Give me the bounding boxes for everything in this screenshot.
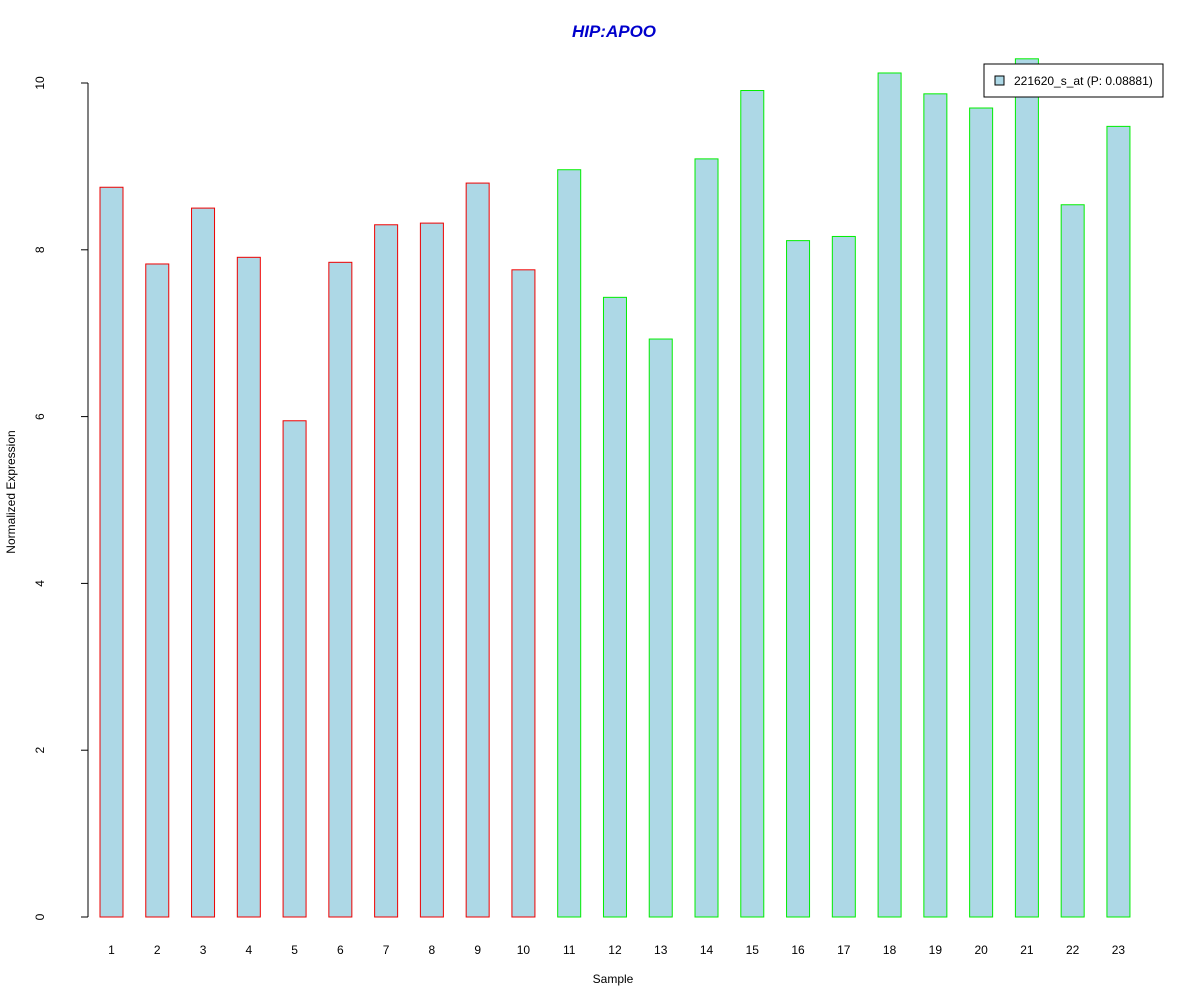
x-tick-label: 21 bbox=[1020, 943, 1034, 957]
x-tick-label: 16 bbox=[791, 943, 805, 957]
x-tick-label: 17 bbox=[837, 943, 851, 957]
x-tick-label: 10 bbox=[517, 943, 531, 957]
x-tick-label: 15 bbox=[746, 943, 760, 957]
bar-sample-17 bbox=[831, 235, 856, 918]
x-tick-label: 18 bbox=[883, 943, 897, 957]
x-tick-label: 11 bbox=[563, 943, 576, 957]
bar-sample-12 bbox=[602, 296, 627, 918]
x-tick-label: 19 bbox=[929, 943, 943, 957]
x-tick-label: 2 bbox=[154, 943, 161, 957]
bar-sample-3 bbox=[191, 207, 216, 918]
x-tick-label: 1 bbox=[108, 943, 115, 957]
x-tick-label: 9 bbox=[474, 943, 481, 957]
x-tick-label: 4 bbox=[245, 943, 252, 957]
x-tick-label: 6 bbox=[337, 943, 344, 957]
bar-sample-16 bbox=[786, 240, 811, 918]
bar-sample-18 bbox=[877, 72, 902, 918]
x-tick-label: 14 bbox=[700, 943, 714, 957]
legend: 221620_s_at (P: 0.08881) bbox=[983, 63, 1164, 98]
x-tick-label: 3 bbox=[200, 943, 207, 957]
x-tick-label: 8 bbox=[429, 943, 436, 957]
y-tick-label: 6 bbox=[33, 413, 47, 420]
x-axis: 1 2 3 4 5 6 7 8 9 10 11 12 13 14 15 16 17 18 19 20 21 22 23 bbox=[108, 943, 1125, 957]
bar-sample-9 bbox=[465, 182, 490, 918]
y-axis-label: Normalized Expression bbox=[4, 430, 18, 553]
y-tick-label: 2 bbox=[33, 747, 47, 754]
bar-sample-13 bbox=[648, 338, 673, 918]
legend-swatch bbox=[994, 75, 1005, 86]
bar-sample-1 bbox=[99, 186, 124, 918]
x-tick-label: 23 bbox=[1112, 943, 1126, 957]
y-tick-label: 10 bbox=[33, 76, 47, 90]
bar-sample-11 bbox=[557, 169, 582, 918]
x-tick-label: 5 bbox=[291, 943, 298, 957]
bar-sample-14 bbox=[694, 158, 719, 918]
x-tick-label: 7 bbox=[383, 943, 390, 957]
bar-sample-8 bbox=[419, 222, 444, 918]
bar-sample-20 bbox=[969, 107, 994, 918]
bar-sample-2 bbox=[145, 263, 170, 918]
x-tick-label: 20 bbox=[974, 943, 988, 957]
legend-label: 221620_s_at (P: 0.08881) bbox=[1014, 74, 1153, 88]
bar-sample-6 bbox=[328, 261, 353, 918]
bar-sample-10 bbox=[511, 269, 536, 918]
bar-sample-4 bbox=[236, 256, 261, 918]
y-tick-label: 0 bbox=[33, 913, 47, 920]
legend-box bbox=[983, 63, 1164, 98]
y-tick-label: 4 bbox=[33, 580, 47, 587]
bar-sample-21 bbox=[1014, 58, 1039, 918]
bar-sample-15 bbox=[740, 90, 765, 918]
bar-sample-19 bbox=[923, 93, 948, 918]
x-axis-label: Sample bbox=[593, 972, 634, 986]
bars bbox=[99, 58, 1131, 918]
x-tick-label: 13 bbox=[654, 943, 668, 957]
bar-sample-7 bbox=[374, 224, 399, 918]
y-tick-label: 8 bbox=[33, 246, 47, 253]
bar-sample-23 bbox=[1106, 125, 1131, 918]
x-tick-label: 22 bbox=[1066, 943, 1080, 957]
chart-title: HIP:APOO bbox=[572, 22, 656, 41]
bar-sample-5 bbox=[282, 420, 307, 918]
y-axis: 0 2 4 6 8 10 bbox=[33, 76, 89, 920]
x-tick-label: 12 bbox=[608, 943, 622, 957]
bar-sample-22 bbox=[1060, 204, 1085, 918]
